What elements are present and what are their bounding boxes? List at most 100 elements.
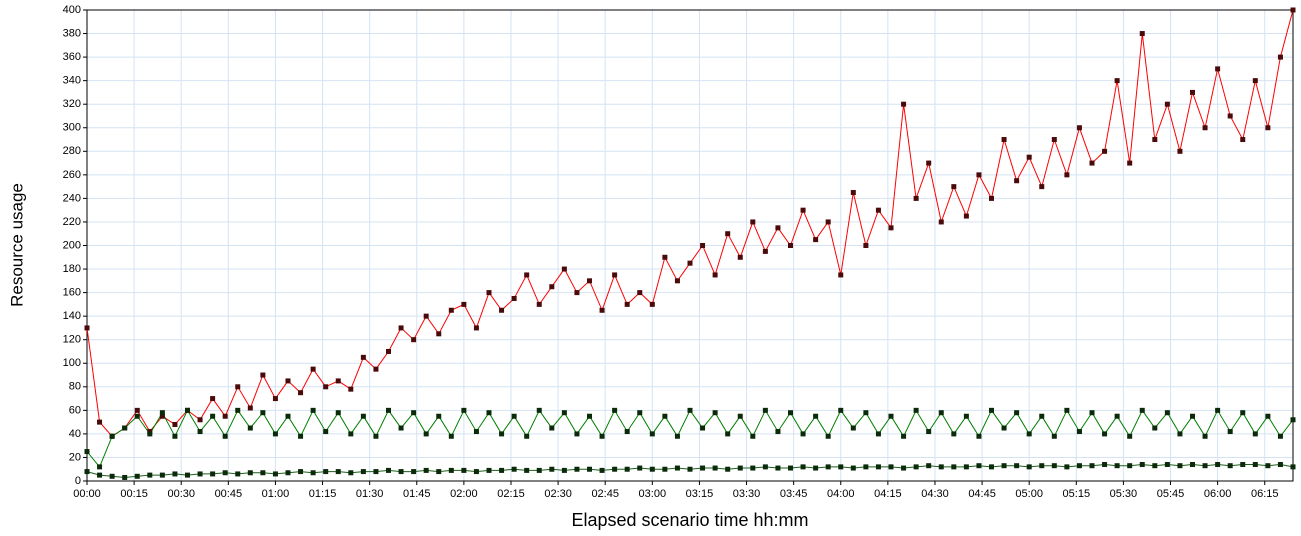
data-point: [913, 464, 919, 470]
x-tick-label: 01:30: [356, 488, 384, 500]
data-point: [210, 396, 216, 402]
data-point: [1227, 429, 1233, 435]
data-point: [197, 429, 203, 435]
data-point: [1215, 407, 1221, 413]
data-point: [499, 307, 505, 313]
data-point: [1127, 160, 1133, 166]
data-point: [850, 425, 856, 431]
data-point: [649, 301, 655, 307]
data-point: [285, 378, 291, 384]
data-point: [637, 410, 643, 416]
data-point: [247, 470, 253, 476]
data-point: [1290, 464, 1296, 470]
data-point: [737, 254, 743, 260]
data-point: [1215, 66, 1221, 72]
data-point: [247, 425, 253, 431]
data-point: [624, 466, 630, 472]
data-point: [335, 469, 341, 475]
data-point: [1177, 148, 1183, 154]
data-point: [84, 469, 90, 475]
data-point: [750, 219, 756, 225]
data-point: [838, 407, 844, 413]
data-point: [172, 421, 178, 427]
data-point: [587, 278, 592, 284]
data-point: [989, 407, 994, 413]
plot-border: [86, 9, 1294, 482]
data-point: [1252, 431, 1258, 437]
data-point: [775, 225, 781, 231]
data-point: [348, 386, 354, 392]
data-point: [863, 464, 869, 470]
data-point: [1127, 433, 1133, 439]
data-point: [1164, 462, 1170, 468]
data-point: [587, 413, 592, 419]
data-point: [561, 266, 567, 272]
data-point: [423, 467, 429, 473]
data-point: [147, 472, 153, 478]
y-tick-label: 180: [63, 263, 81, 275]
data-point: [461, 301, 467, 307]
data-point: [298, 469, 304, 475]
data-point: [1089, 463, 1095, 469]
data-point: [1114, 78, 1120, 84]
data-point: [549, 425, 555, 431]
data-point: [310, 366, 316, 372]
data-point: [989, 464, 994, 470]
data-point: [272, 471, 278, 477]
data-point: [599, 467, 605, 473]
data-point: [122, 425, 128, 431]
data-point: [1051, 463, 1057, 469]
data-point: [1039, 184, 1045, 190]
data-point: [1290, 417, 1296, 423]
data-point: [662, 413, 668, 419]
data-point: [963, 413, 969, 419]
data-point: [1164, 410, 1170, 416]
data-point: [737, 413, 743, 419]
data-point: [272, 396, 278, 402]
data-point: [448, 467, 454, 473]
data-point: [838, 272, 844, 278]
x-tick-label: 02:15: [497, 488, 525, 500]
data-point: [926, 463, 932, 469]
data-point: [386, 407, 391, 413]
data-point: [461, 467, 467, 473]
data-point: [963, 464, 969, 470]
data-point: [134, 413, 140, 419]
y-tick-label: 400: [63, 4, 81, 16]
data-point: [1177, 431, 1183, 437]
data-point: [84, 325, 90, 331]
data-point: [84, 449, 90, 455]
y-tick-label: 320: [63, 98, 81, 110]
data-point: [624, 301, 630, 307]
data-point: [1190, 462, 1195, 468]
y-tick-label: 200: [63, 239, 81, 251]
data-point: [423, 313, 429, 319]
data-point: [423, 431, 429, 437]
x-tick-label: 03:30: [733, 488, 761, 500]
data-point: [599, 433, 605, 439]
data-point: [335, 378, 341, 384]
x-tick-label: 04:15: [874, 488, 902, 500]
data-point: [813, 413, 819, 419]
data-point: [1001, 425, 1007, 431]
data-point: [888, 464, 894, 470]
data-point: [863, 243, 869, 248]
y-tick-label: 240: [63, 192, 81, 204]
data-point: [549, 284, 555, 290]
data-point: [97, 464, 103, 470]
data-point: [272, 431, 278, 437]
data-point: [1102, 431, 1108, 437]
data-point: [524, 272, 530, 278]
data-point: [448, 433, 454, 439]
data-point: [323, 469, 329, 475]
data-point: [197, 471, 203, 477]
data-point: [725, 466, 731, 472]
x-tick-label: 00:15: [120, 488, 148, 500]
x-tick-label: 00:00: [73, 488, 101, 500]
data-point: [1290, 7, 1296, 13]
data-point: [687, 407, 693, 413]
data-point: [888, 225, 894, 231]
data-point: [788, 243, 793, 248]
data-point: [674, 278, 680, 284]
data-point: [298, 390, 304, 396]
